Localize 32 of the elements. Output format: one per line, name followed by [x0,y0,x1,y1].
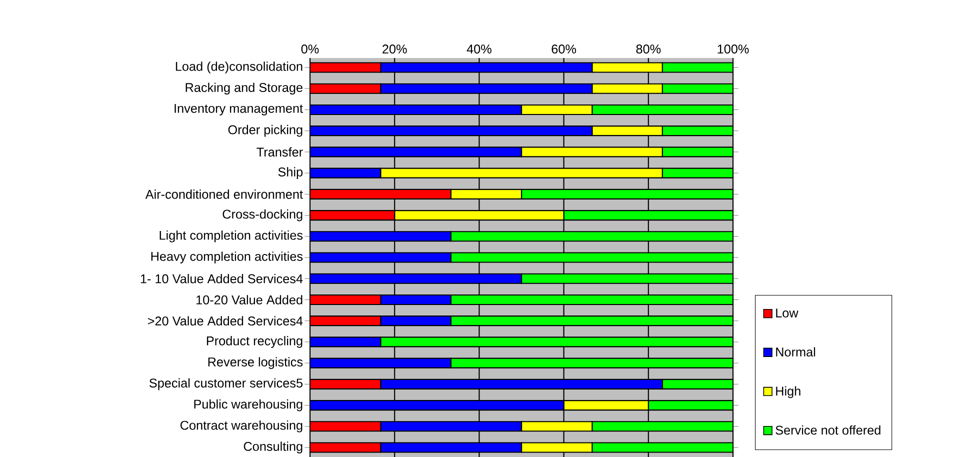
legend-label: Low [776,308,798,318]
legend-label: Normal [776,347,816,357]
legend-label: Service not offered [776,425,880,435]
y-tick-label: Air-conditioned environment [145,190,303,199]
y-tick-label: Product recycling [206,336,302,348]
y-tick-label: Inventory management [174,104,303,116]
y-tick-label: Public warehousing [194,399,302,412]
x-tick-label: 80% [636,44,661,54]
y-tick-label: Racking and Storage [186,82,302,95]
y-tick-label: Consulting [244,442,302,454]
x-tick-label: 40% [466,44,492,54]
bar [520,104,593,116]
y-tick-label: 10-20 Value Added [196,295,302,304]
y-tick-label: 1- 10 Value Added Services4 [140,274,303,284]
y-tick-label: Contract warehousing [180,420,302,432]
y-tick-label: Load (de)consolidation [176,62,302,74]
y-tick-label: Special customer services5 [149,378,303,390]
y-tick-label: Cross-docking [222,209,302,222]
y-tick-label: Ship [278,167,303,179]
y-tick-label: Light completion activities [160,230,303,242]
legend-label: High [776,386,800,398]
y-tick-label: Order picking [228,124,302,137]
x-tick-label: 20% [382,44,407,54]
y-tick-label: >20 Value Added Services4 [148,316,303,326]
y-tick-label: Heavy completion activities [151,252,303,264]
y-tick-label: Transfer [256,147,303,157]
x-tick-label: 60% [552,44,576,54]
x-tick-label: 100% [718,44,749,54]
x-tick-label: 0% [301,44,319,54]
bar [563,400,649,411]
y-tick-label: Reverse logistics [208,357,303,369]
bar [520,421,593,432]
